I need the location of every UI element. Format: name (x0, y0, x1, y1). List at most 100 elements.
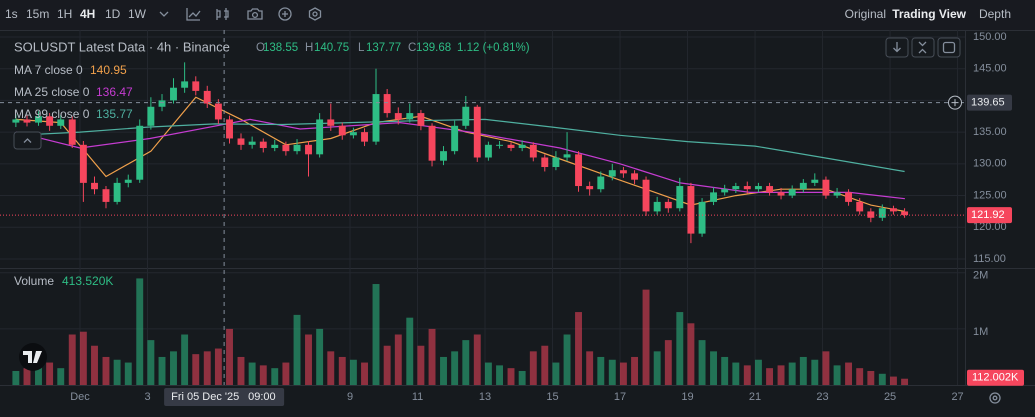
fullscreen-button[interactable] (911, 37, 935, 58)
tradingview-logo[interactable] (19, 343, 47, 371)
interval-button[interactable]: 1W (128, 7, 147, 21)
interval-button[interactable]: 15m (26, 7, 49, 21)
ohlc-value: 1.12 (+0.81%) (457, 42, 530, 54)
volume-bar (12, 370, 20, 385)
ohlc-value: 137.77 (366, 42, 401, 54)
candle-body (642, 179, 650, 212)
candle-body (181, 81, 189, 88)
volume-bar (575, 312, 582, 385)
candle-body (428, 125, 436, 161)
volume-bar (147, 340, 155, 385)
last-volume-box (967, 369, 1024, 386)
candle-body (451, 125, 459, 152)
volume-bar (799, 356, 807, 385)
interval-button[interactable]: 1D (105, 7, 121, 21)
x-tick-label: 27 (951, 391, 963, 403)
volume-bar (732, 362, 740, 385)
candle-body (732, 186, 740, 190)
collapse-legend-button[interactable] (13, 131, 42, 150)
view-tab[interactable]: Depth (979, 7, 1011, 21)
candle-body (631, 173, 639, 180)
candle-body (46, 116, 54, 126)
volume-bar (349, 359, 357, 385)
volume-bar (664, 340, 672, 385)
interval-button[interactable]: 1s (5, 7, 18, 21)
candle-body (878, 208, 886, 218)
volume-bar (259, 365, 267, 385)
candle-body (462, 106, 470, 126)
candle-body (79, 144, 87, 183)
volume-bar (79, 331, 87, 385)
volume-bar (440, 356, 447, 385)
ma-legend-name: MA 7 close 0 (14, 63, 83, 77)
reset-icon (942, 41, 956, 54)
candle-body (124, 179, 132, 183)
volume-bar (586, 351, 594, 385)
x-tick-label: 17 (614, 391, 626, 403)
volume-bar (507, 368, 515, 385)
settings-dot (312, 11, 318, 17)
volume-bar (35, 365, 42, 385)
settings-icon[interactable] (308, 7, 322, 21)
volume-bar (394, 334, 402, 385)
volume-legend-value: 413.520K (62, 274, 113, 288)
volume-bar (406, 317, 414, 385)
view-tab[interactable]: Original (845, 7, 886, 21)
volume-bar (158, 356, 166, 385)
more-intervals[interactable] (159, 11, 169, 17)
toolbar-icons (159, 7, 322, 21)
candle-body (586, 186, 594, 190)
x-tick-label: 9 (347, 391, 353, 403)
candle-body (406, 113, 414, 120)
candle-body (372, 94, 380, 142)
candle-body (316, 119, 324, 155)
volume-bar (91, 345, 98, 385)
y2-tick-label: 2M (973, 270, 988, 282)
volume-bar (428, 328, 436, 385)
view-tab[interactable]: Trading View (892, 7, 966, 21)
volume-bar (518, 370, 526, 385)
candle-body (597, 176, 605, 190)
candle-style-icon[interactable] (216, 8, 229, 20)
candle-body (541, 157, 549, 168)
indicator-icon[interactable] (186, 8, 201, 21)
volume-bar (102, 356, 110, 385)
volume-bar (552, 362, 560, 385)
candle-body (743, 186, 751, 190)
add-icon[interactable] (278, 7, 292, 21)
candle-body (867, 211, 875, 218)
ohlc-value: 139.68 (416, 42, 451, 54)
ohlc-label: L (358, 42, 365, 54)
screenshot-icon[interactable] (247, 8, 263, 20)
ma-layer (15, 96, 905, 212)
candle-body (440, 151, 447, 161)
axis-settings-icon[interactable] (989, 392, 1001, 404)
candle-body (327, 119, 335, 126)
vol-layer (12, 278, 909, 385)
ma-legend-name: MA 25 close 0 (14, 85, 90, 99)
interval-button[interactable]: 4H (80, 7, 95, 21)
volume-bar (833, 365, 841, 385)
candle-body (102, 189, 110, 202)
volume-bar (529, 351, 537, 385)
crosshair-date-label: Fri 05 Dec '25 (171, 391, 239, 403)
volume-bar (203, 351, 211, 385)
candle-body (811, 179, 819, 183)
ma-legend-value: 136.47 (96, 85, 133, 99)
download-icon (893, 42, 901, 53)
candle-body (496, 144, 503, 146)
ohlc-label: O (256, 42, 265, 54)
interval-button[interactable]: 1H (57, 7, 72, 21)
volume-bar (361, 362, 368, 385)
volume-bar (57, 368, 65, 385)
candle-body (23, 119, 31, 123)
reset-button[interactable] (937, 37, 961, 58)
candle-body (271, 144, 279, 148)
volume-bar (338, 356, 346, 385)
candle-body (417, 113, 425, 126)
volume-bar (811, 359, 819, 385)
volume-bar (226, 328, 233, 385)
candle-body (889, 208, 897, 212)
